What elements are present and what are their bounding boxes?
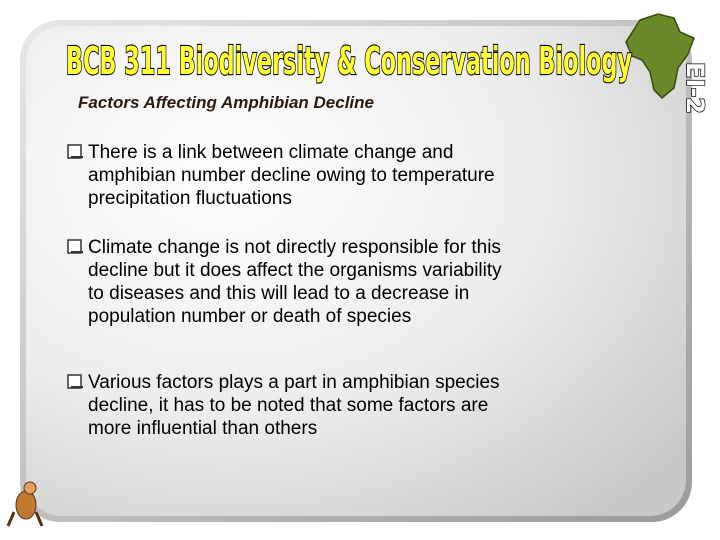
bullet-box-shadow <box>71 156 83 158</box>
bullet-text-line: precipitation fluctuations <box>88 188 292 209</box>
bullet-text-line: amphibian number decline owing to temper… <box>88 165 495 186</box>
bullet-text-line: Climate change is not directly responsib… <box>88 237 501 258</box>
bullet-list: There is a link between climate change a… <box>67 142 502 439</box>
slide-heading: Factors Affecting Amphibian Decline <box>78 93 374 112</box>
bullet-text-line: more influential than others <box>88 418 317 439</box>
bullet-text-line: decline, it has to be noted that some fa… <box>88 395 488 416</box>
bullet-text-line: population number or death of species <box>88 306 411 327</box>
bullet-box-shadow <box>71 386 83 388</box>
africa-icon <box>625 13 695 100</box>
bullet-box-shadow <box>71 251 83 253</box>
bullet-text-line: to diseases and this will lead to a decr… <box>88 283 469 304</box>
figure-icon <box>6 481 44 527</box>
panel <box>26 26 686 516</box>
course-title: BCB 311 Biodiversity & Conservation Biol… <box>66 39 632 83</box>
bullet-text-line: Various factors plays a part in amphibia… <box>88 372 500 393</box>
bullet-text-line: decline but it does affect the organisms… <box>88 260 502 281</box>
slide-code: EI-2 <box>681 62 709 114</box>
bullet-text-line: There is a link between climate change a… <box>88 142 453 163</box>
